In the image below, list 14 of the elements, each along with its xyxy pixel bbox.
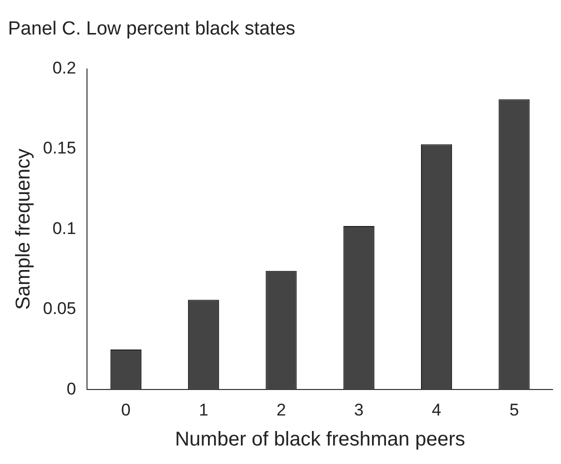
x-tick-label: 3 <box>354 400 364 420</box>
x-tick-label: 2 <box>276 400 286 420</box>
x-tick-label: 0 <box>121 400 131 420</box>
x-tick-label: 4 <box>432 400 442 420</box>
y-tick-label: 0.2 <box>52 58 76 78</box>
chart-title: Panel C. Low percent black states <box>8 18 296 40</box>
y-tick-label: 0.15 <box>42 138 76 158</box>
x-tick-label: 5 <box>509 400 519 420</box>
y-tick-label: 0 <box>66 379 76 398</box>
x-axis-title: Number of black freshman peers <box>174 428 466 451</box>
y-axis-title: Sample frequency <box>12 148 35 310</box>
y-tick-label: 0.1 <box>52 218 76 238</box>
y-tick-label: 0.05 <box>42 299 76 318</box>
x-tick-label: 1 <box>198 400 208 420</box>
